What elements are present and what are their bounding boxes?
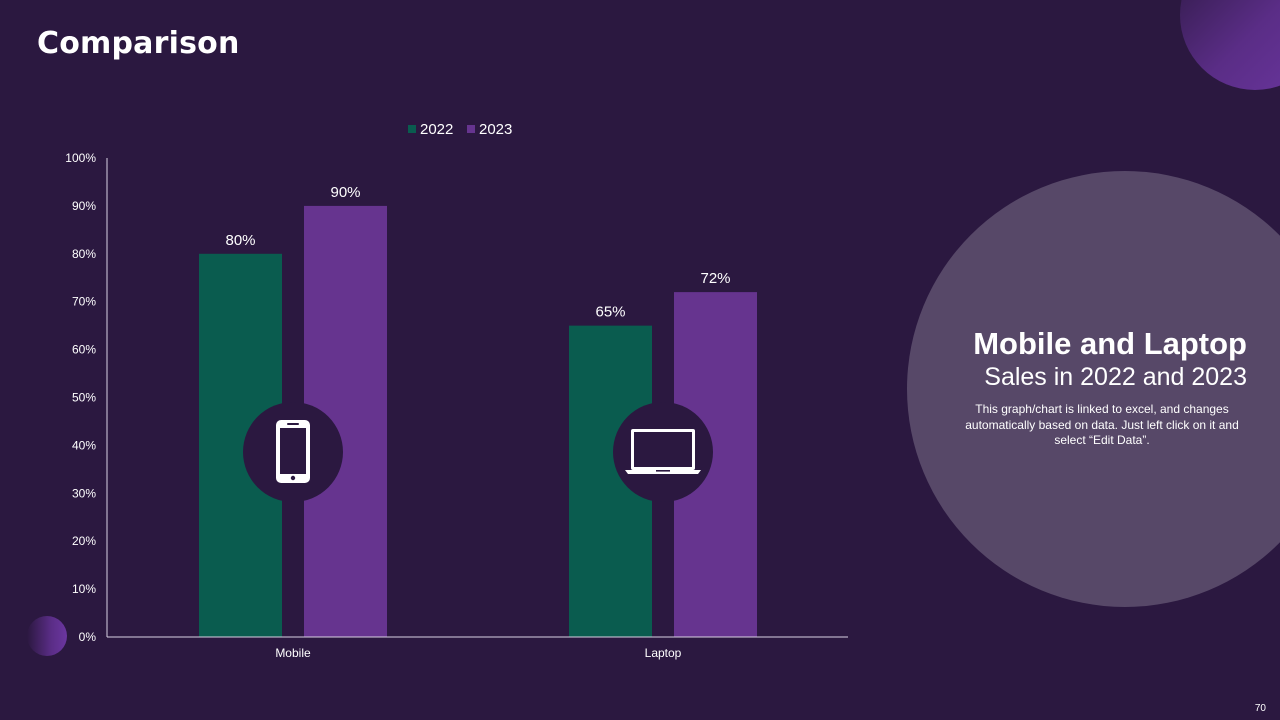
legend-swatch bbox=[408, 125, 416, 133]
y-tick-label: 100% bbox=[65, 151, 96, 165]
bar-chart[interactable]: 2022 2023 0% 10% 20% 30% 40% 50% 60% 70% 80% 90% 10… bbox=[0, 0, 880, 700]
bar-group: 80% 90% 65% 72% bbox=[199, 184, 757, 638]
panel-heading: Mobile and Laptop bbox=[973, 326, 1247, 361]
info-panel: Mobile and Laptop Sales in 2022 and 2023… bbox=[955, 326, 1247, 449]
mobile-phone-icon bbox=[243, 402, 343, 502]
y-tick-label: 90% bbox=[72, 199, 96, 213]
decorative-circle-bottom bbox=[27, 616, 67, 656]
x-tick-label: Laptop bbox=[645, 646, 682, 660]
y-tick-label: 60% bbox=[72, 343, 96, 357]
panel-description: This graph/chart is linked to excel, and… bbox=[965, 402, 1239, 447]
legend-label: 2022 bbox=[420, 121, 453, 138]
page-title: Comparison bbox=[37, 26, 240, 61]
y-axis: 0% 10% 20% 30% 40% 50% 60% 70% 80% 90% 100% bbox=[65, 151, 108, 644]
chart-legend: 2022 2023 bbox=[408, 121, 512, 138]
y-tick-label: 70% bbox=[72, 295, 96, 309]
data-label: 80% bbox=[225, 232, 255, 249]
y-tick-label: 30% bbox=[72, 486, 96, 500]
data-label: 90% bbox=[330, 184, 360, 201]
decorative-circle-top bbox=[1180, 0, 1280, 90]
x-axis: Mobile Laptop bbox=[107, 636, 848, 660]
info-circle bbox=[907, 171, 1280, 607]
y-tick-label: 0% bbox=[79, 630, 97, 644]
y-tick-label: 40% bbox=[72, 438, 96, 452]
legend-swatch bbox=[467, 125, 475, 133]
laptop-icon bbox=[613, 402, 713, 502]
panel-subheading: Sales in 2022 and 2023 bbox=[984, 363, 1247, 391]
y-tick-label: 80% bbox=[72, 247, 96, 261]
x-tick-label: Mobile bbox=[275, 646, 311, 660]
y-tick-label: 20% bbox=[72, 534, 96, 548]
page-number: 70 bbox=[1254, 703, 1266, 714]
data-label: 65% bbox=[595, 304, 625, 321]
legend-label: 2023 bbox=[479, 121, 512, 138]
data-label: 72% bbox=[700, 270, 730, 287]
y-tick-label: 10% bbox=[72, 582, 96, 596]
category-icons bbox=[243, 402, 713, 502]
y-tick-label: 50% bbox=[72, 391, 96, 405]
